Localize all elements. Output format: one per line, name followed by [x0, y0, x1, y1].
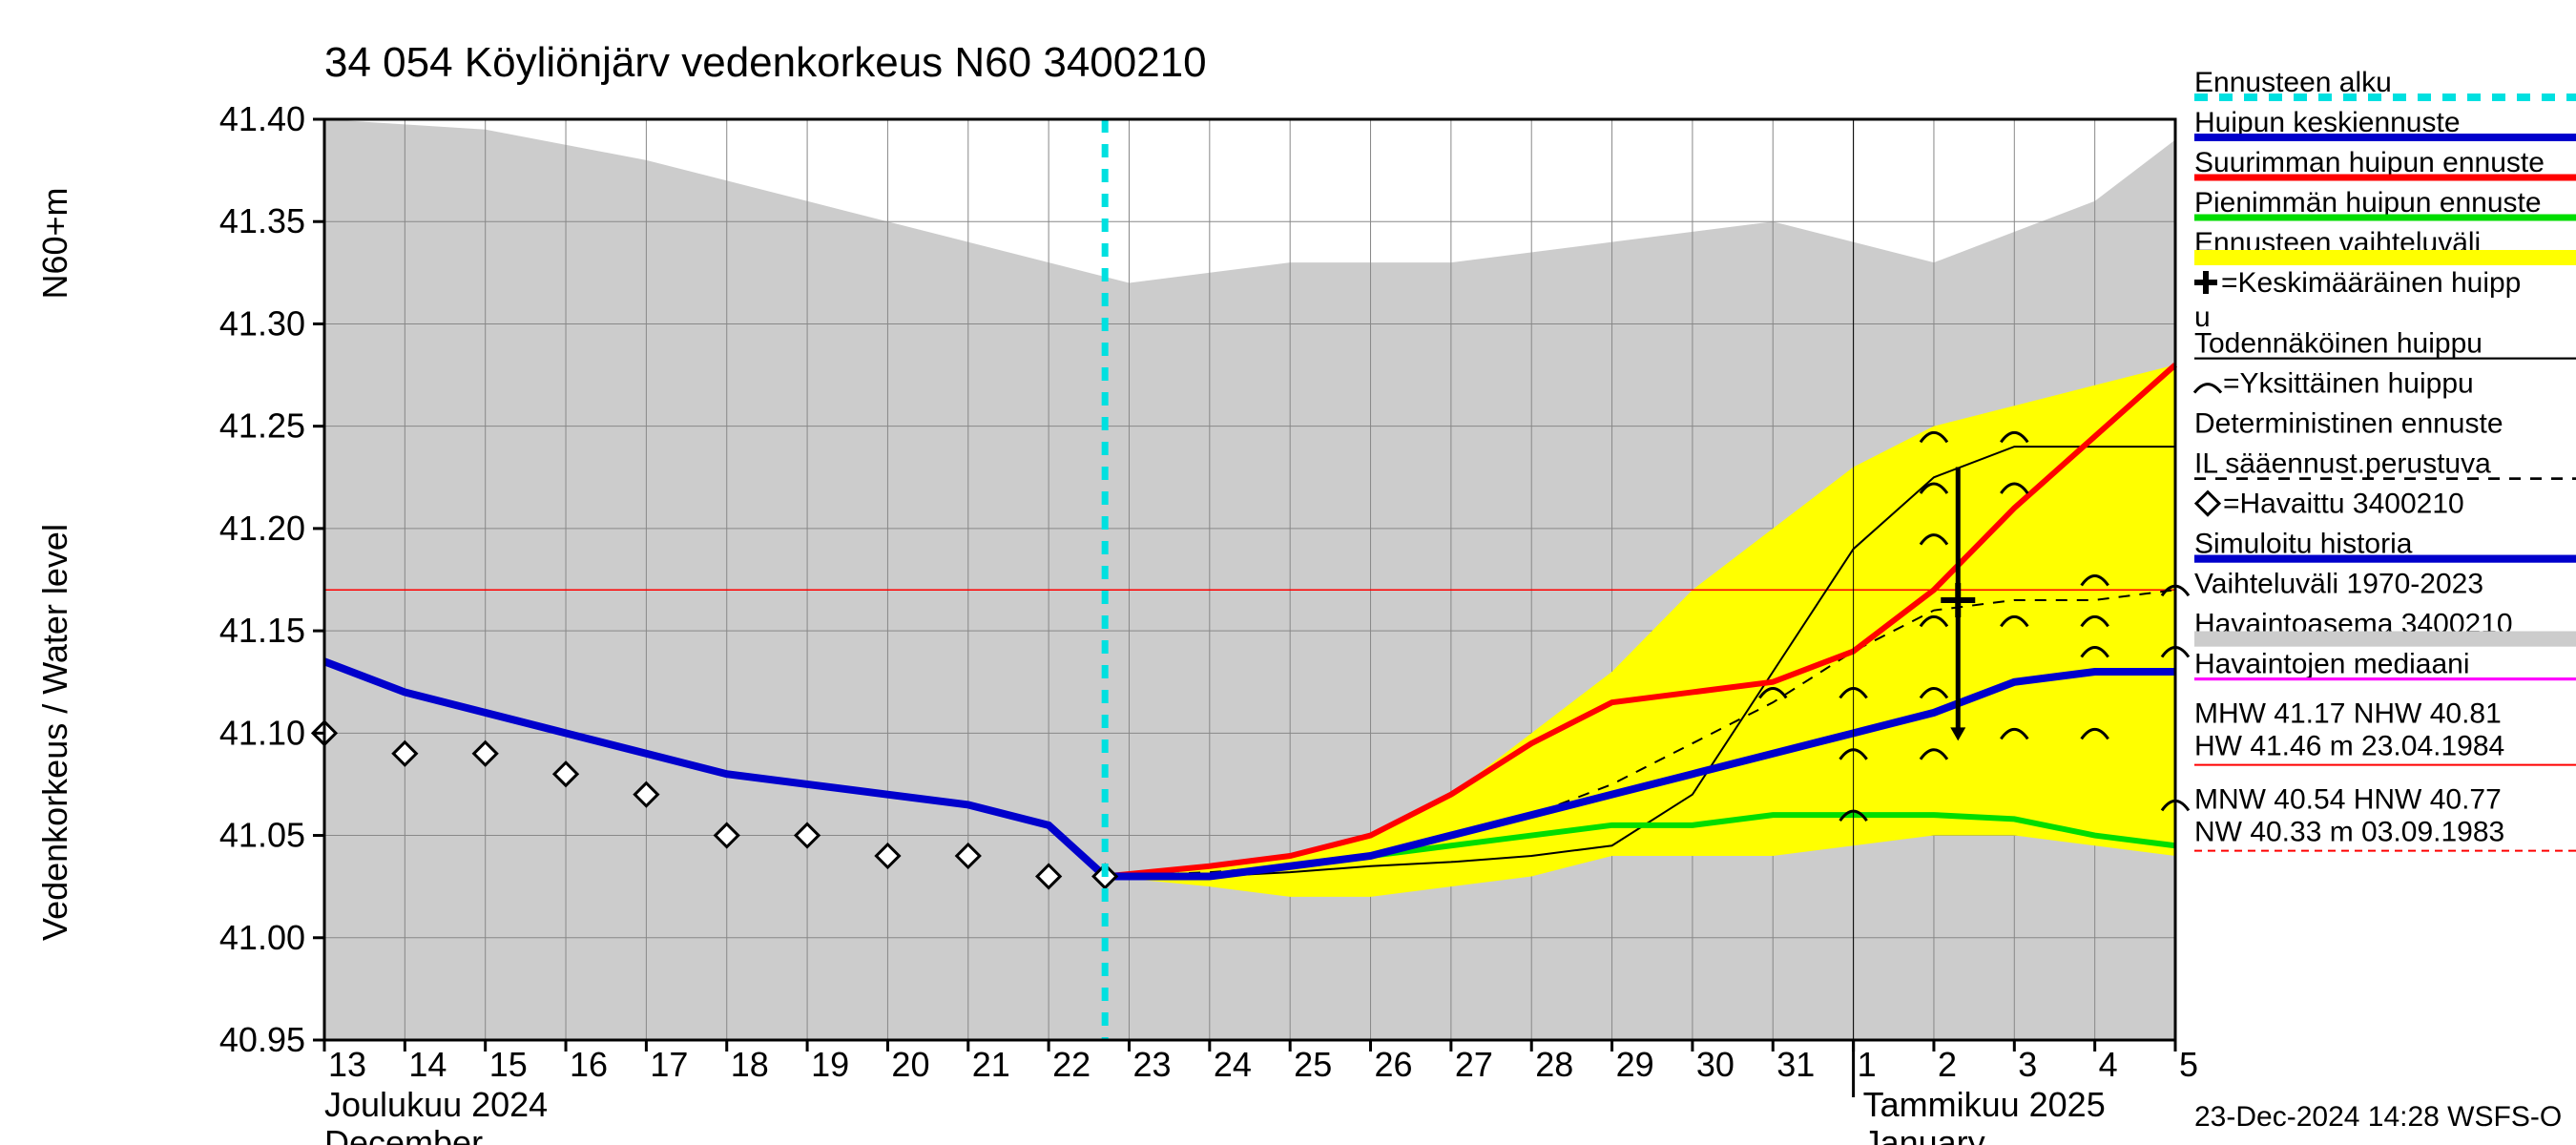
legend-swatch	[2194, 632, 2576, 647]
month-label: Joulukuu 2024	[324, 1085, 548, 1124]
y-axis-label: Vedenkorkeus / Water level	[35, 524, 74, 941]
legend-stats: MNW 40.54 HNW 40.77	[2194, 784, 2502, 816]
month-label: December	[324, 1123, 483, 1145]
y-tick-label: 41.35	[219, 201, 305, 240]
x-tick-label: 1	[1858, 1045, 1877, 1084]
legend-label: Suurimman huipun ennuste	[2194, 147, 2545, 178]
x-tick-label: 27	[1455, 1045, 1493, 1084]
legend-label: Vaihteluväli 1970-2023	[2194, 569, 2483, 600]
y-tick-label: 41.10	[219, 713, 305, 752]
legend-label: =Yksittäinen huippu	[2223, 368, 2474, 400]
x-tick-label: 5	[2179, 1045, 2198, 1084]
x-tick-label: 25	[1294, 1045, 1332, 1084]
x-tick-label: 31	[1776, 1045, 1815, 1084]
y-tick-label: 40.95	[219, 1020, 305, 1059]
x-tick-label: 17	[650, 1045, 688, 1084]
legend-stats: NW 40.33 m 03.09.1983	[2194, 817, 2504, 848]
month-label: January	[1863, 1123, 1985, 1145]
x-tick-label: 29	[1616, 1045, 1654, 1084]
legend-label: =Havaittu 3400210	[2223, 489, 2464, 520]
x-tick-label: 16	[570, 1045, 608, 1084]
x-tick-label: 4	[2099, 1045, 2118, 1084]
legend-swatch	[2194, 250, 2576, 265]
y-tick-label: 41.00	[219, 918, 305, 957]
x-tick-label: 13	[328, 1045, 366, 1084]
x-tick-label: 24	[1214, 1045, 1252, 1084]
legend-label: =Keskimääräinen huipp	[2221, 267, 2521, 299]
x-tick-label: 14	[408, 1045, 447, 1084]
y-tick-label: 41.05	[219, 816, 305, 855]
x-tick-label: 23	[1132, 1045, 1171, 1084]
legend-label: Pienimmän huipun ennuste	[2194, 187, 2542, 219]
x-tick-label: 18	[731, 1045, 769, 1084]
x-tick-label: 20	[891, 1045, 929, 1084]
water-level-chart: 40.95 41.00 41.05 41.10 41.15 41.20 41.25 41.30…	[0, 0, 2576, 1145]
x-tick-label: 28	[1535, 1045, 1573, 1084]
y-tick-label: 41.20	[219, 509, 305, 548]
x-tick-label: 30	[1696, 1045, 1735, 1084]
x-tick-label: 15	[489, 1045, 528, 1084]
x-tick-label: 3	[2018, 1045, 2037, 1084]
y-tick-label: 41.30	[219, 303, 305, 343]
y-axis-unit: N60+m	[35, 187, 74, 299]
legend-stats: MHW 41.17 NHW 40.81	[2194, 698, 2502, 730]
y-tick-label: 41.15	[219, 611, 305, 650]
y-tick-label: 41.25	[219, 406, 305, 446]
legend-stats: HW 41.46 m 23.04.1984	[2194, 731, 2504, 762]
month-label: Tammikuu 2025	[1863, 1085, 2106, 1124]
y-tick-label: 41.40	[219, 99, 305, 138]
x-tick-label: 2	[1938, 1045, 1957, 1084]
x-tick-label: 26	[1375, 1045, 1413, 1084]
legend-label: Deterministinen ennuste	[2194, 408, 2503, 440]
legend-label: IL sääennust.perustuva	[2194, 448, 2491, 480]
chart-title: 34 054 Köyliönjärv vedenkorkeus N60 3400…	[324, 39, 1207, 86]
x-tick-label: 21	[972, 1045, 1010, 1084]
x-tick-label: 22	[1052, 1045, 1091, 1084]
x-tick-label: 19	[811, 1045, 849, 1084]
footer-timestamp: 23-Dec-2024 14:28 WSFS-O	[2194, 1101, 2562, 1133]
legend-label: Havaintojen mediaani	[2194, 649, 2470, 680]
legend-label: Todennäköinen huippu	[2194, 328, 2483, 360]
